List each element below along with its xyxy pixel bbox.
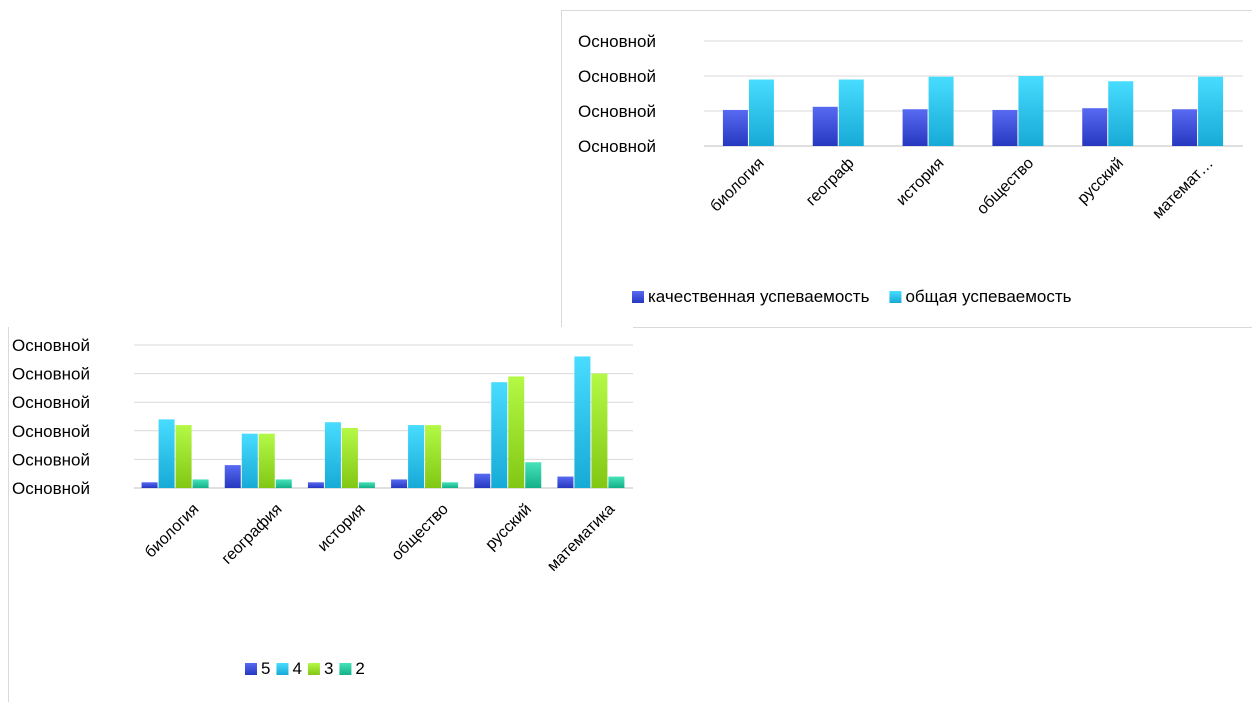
x-tick-label: география [219,501,286,568]
bar-2-4 [508,376,525,488]
chart-performance-summary-svg: Основной Основной Основной Основной биология… [578,32,1243,306]
legend-label: 2 [355,659,364,678]
bar-1-4 [1108,81,1134,146]
y-tick-label: Основной [12,365,90,384]
y-tick-label: Основной [12,422,90,441]
bar-3-3 [442,482,459,488]
legend-label: качественная успеваемость [648,287,870,306]
x-tick-label: математика [544,501,618,575]
bar-0-3 [391,479,408,488]
bar-1-2 [324,422,341,488]
bar-1-3 [1018,76,1044,146]
bar-1-5 [574,356,591,488]
legend-swatch [245,663,257,675]
x-tick-label: биология [707,155,767,215]
bar-1-1 [838,79,864,146]
bar-2-5 [591,373,608,488]
bar-1-0 [748,79,774,146]
bar-1-4 [491,382,508,488]
bar-0-0 [141,482,158,488]
legend-swatch [889,291,902,303]
bar-0-3 [992,109,1018,146]
bar-3-5 [608,476,625,488]
legend-label: общая успеваемость [905,287,1071,306]
bar-0-2 [902,109,928,146]
bar-1-3 [408,425,425,488]
y-tick-label: Основной [12,393,90,412]
bar-0-1 [812,106,838,146]
bar-3-2 [358,482,375,488]
bar-2-0 [175,425,192,488]
legend-label: 3 [324,659,333,678]
x-tick-label: русский [482,501,535,554]
bar-0-5 [557,476,574,488]
legend-label: 5 [261,659,270,678]
y-tick-label: Основной [578,102,656,121]
chart-grade-distribution-svg: Основной Основной Основной Основной Основной… [12,336,633,678]
bar-0-2 [307,482,324,488]
x-tick-label: биология [142,501,202,561]
x-tick-label: русский [1074,155,1127,208]
bar-3-0 [192,479,209,488]
y-tick-label: Основной [12,479,90,498]
x-tick-label: общество [389,501,452,564]
legend-swatch [307,663,320,675]
x-tick-label: история [893,155,947,209]
chart-performance-summary: Основной Основной Основной Основной биология… [561,10,1252,329]
bar-2-1 [258,433,275,488]
y-tick-label: Основной [12,336,90,355]
x-tick-label: история [315,501,369,555]
x-tick-label: общество [974,155,1037,218]
bar-0-5 [1172,109,1198,146]
bar-0-0 [722,109,748,146]
legend-swatch [632,291,644,303]
y-tick-label: Основной [578,32,656,51]
legend-label: 4 [292,659,301,678]
x-tick-label: географ [803,155,858,210]
bar-3-4 [525,462,542,488]
bar-1-0 [158,419,175,488]
y-tick-label: Основной [578,137,656,156]
bar-2-3 [425,425,442,488]
bar-3-1 [275,479,292,488]
x-tick-label: математ… [1149,155,1217,223]
legend-swatch [276,663,289,675]
bar-1-1 [241,433,258,488]
bar-0-1 [224,465,241,488]
legend-swatch [339,663,352,675]
bar-0-4 [474,473,491,488]
y-tick-label: Основной [578,67,656,86]
chart-grade-distribution: Основной Основной Основной Основной Основной… [8,327,633,702]
bar-0-4 [1082,108,1108,146]
y-tick-label: Основной [12,450,90,469]
divider-line [632,327,1252,328]
bar-1-2 [928,76,954,146]
bar-1-5 [1198,76,1224,146]
bar-2-2 [341,427,358,488]
